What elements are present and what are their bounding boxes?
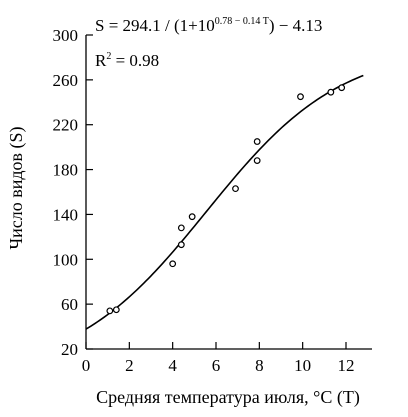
data-point xyxy=(232,185,239,193)
x-ticks: 0 2 4 6 8 10 12 xyxy=(82,342,355,375)
data-point xyxy=(177,241,185,249)
fit-formula: S = 294.1 / (1+100.78 − 0.14 T) − 4.13 xyxy=(95,16,322,35)
y-tick-label: 300 xyxy=(53,26,79,45)
data-point xyxy=(253,157,261,165)
data-points xyxy=(106,84,346,315)
data-point xyxy=(169,260,177,268)
data-point xyxy=(297,93,304,101)
y-tick-label: 260 xyxy=(53,71,79,90)
y-tick-label: 220 xyxy=(53,116,79,135)
y-tick-label: 60 xyxy=(61,295,78,314)
y-tick-label: 100 xyxy=(53,250,79,269)
r-squared: R2 = 0.98 xyxy=(95,51,159,70)
x-tick-label: 4 xyxy=(168,356,177,375)
fit-curve xyxy=(85,74,364,330)
data-point xyxy=(327,88,335,96)
y-tick-label: 180 xyxy=(53,161,79,180)
x-tick-label: 0 xyxy=(82,356,91,375)
data-point xyxy=(106,307,114,315)
x-tick-label: 2 xyxy=(125,356,134,375)
y-tick-label: 20 xyxy=(61,340,78,359)
data-point xyxy=(112,306,120,314)
y-axis-title: Число видов (S) xyxy=(6,126,27,249)
x-tick-label: 6 xyxy=(212,356,221,375)
x-tick-label: 8 xyxy=(255,356,264,375)
x-tick-label: 12 xyxy=(338,356,355,375)
data-point xyxy=(253,138,261,145)
x-tick-label: 10 xyxy=(294,356,311,375)
x-axis-title: Средняя температура июля, °C (T) xyxy=(96,387,360,408)
y-tick-label: 140 xyxy=(53,205,79,224)
data-point xyxy=(177,224,185,232)
y-ticks: 20 60 100 140 180 220 260 300 xyxy=(53,26,93,359)
data-point xyxy=(338,84,346,92)
data-point xyxy=(188,213,196,221)
